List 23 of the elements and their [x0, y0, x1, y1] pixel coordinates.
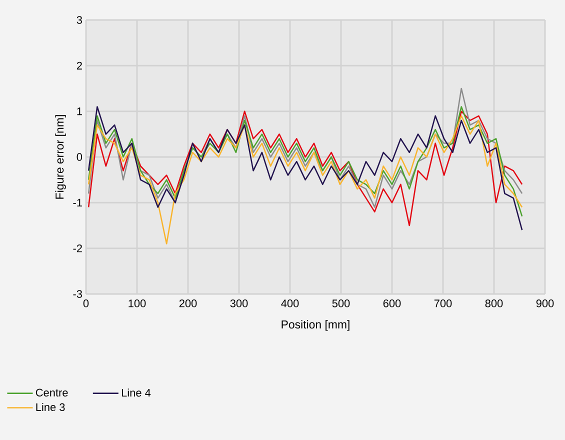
x-tick-label: 0	[83, 300, 89, 308]
y-axis-title: Figure error [nm]	[55, 115, 66, 199]
x-tick-label: 700	[434, 300, 452, 308]
x-tick-label: 800	[485, 300, 503, 308]
x-tick-label: 500	[332, 300, 350, 308]
y-tick-label: -2	[73, 244, 82, 252]
x-tick-label: 900	[536, 300, 554, 308]
x-axis-title: Position [mm]	[282, 320, 350, 331]
y-tick-label: 2	[76, 62, 82, 70]
y-tick-label: -3	[73, 290, 82, 298]
legend-label: Centre	[36, 388, 68, 396]
x-tick-label: 600	[383, 300, 401, 308]
y-tick-label: -1	[73, 198, 82, 206]
x-tick-label: 300	[230, 300, 248, 308]
x-tick-label: 400	[281, 300, 299, 308]
x-tick-label: 200	[179, 300, 197, 308]
y-tick-label: 3	[76, 16, 82, 24]
legend-label: Line 4	[122, 388, 151, 397]
x-tick-label: 100	[128, 300, 146, 308]
y-tick-label: 0	[76, 153, 82, 161]
legend-label: Line 3	[36, 403, 65, 412]
line-series	[88, 115, 523, 244]
y-tick-label: 1	[77, 108, 82, 116]
